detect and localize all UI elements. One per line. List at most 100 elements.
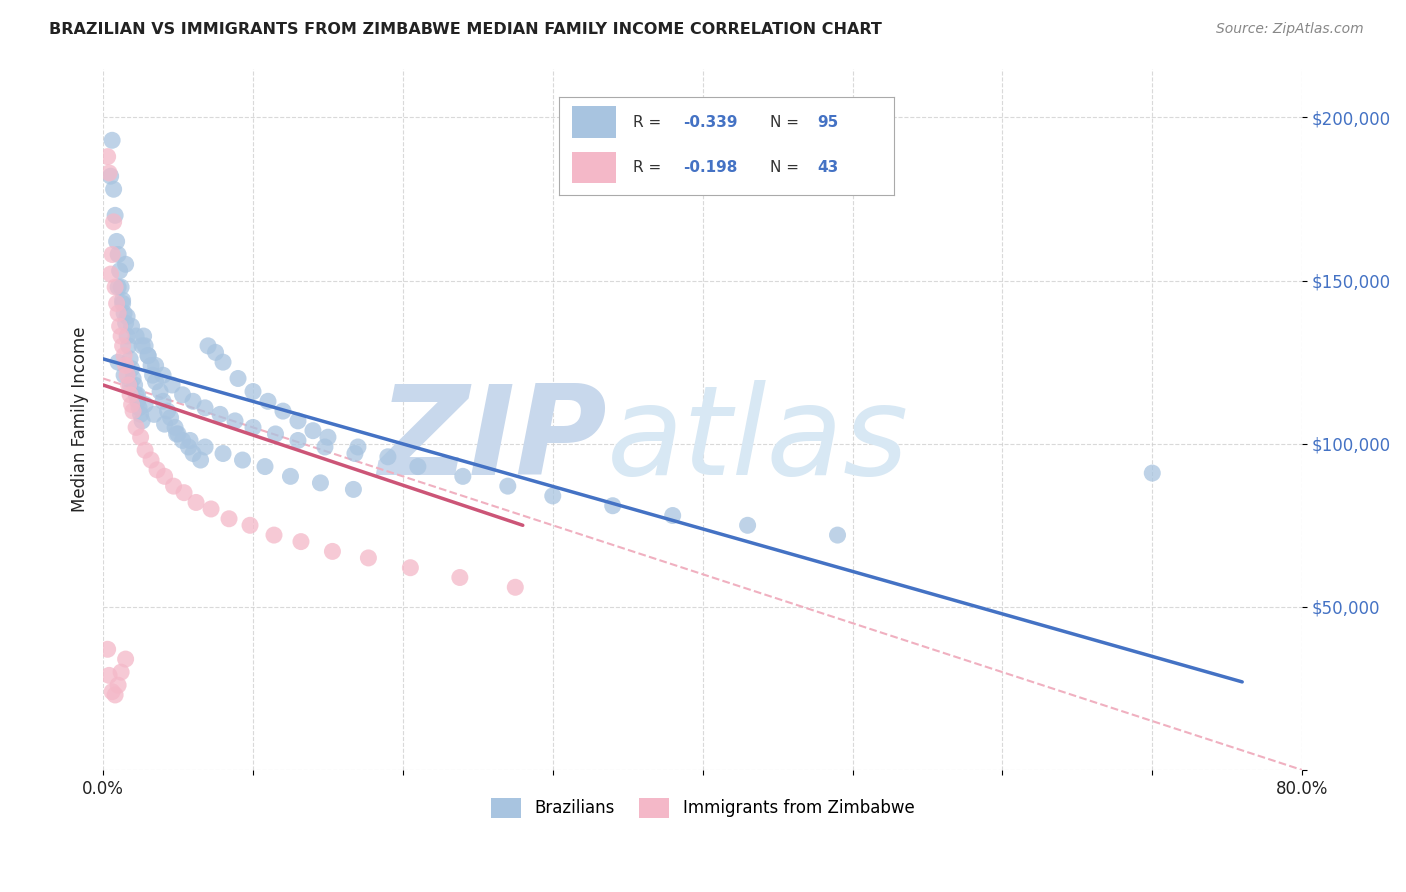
Point xyxy=(125,388,148,402)
Point xyxy=(115,310,138,324)
Point xyxy=(121,398,143,412)
Point xyxy=(107,306,129,320)
Point xyxy=(110,280,132,294)
Point xyxy=(131,414,153,428)
Point xyxy=(111,296,134,310)
Point xyxy=(309,475,332,490)
Point xyxy=(117,378,139,392)
Point xyxy=(314,440,336,454)
Point xyxy=(104,280,127,294)
Point xyxy=(177,440,200,454)
Point xyxy=(97,642,120,657)
Point xyxy=(101,684,124,698)
Point xyxy=(103,182,125,196)
Point xyxy=(231,453,253,467)
Point xyxy=(224,414,246,428)
Point xyxy=(661,508,683,523)
Point xyxy=(287,414,309,428)
Text: BRAZILIAN VS IMMIGRANTS FROM ZIMBABWE MEDIAN FAMILY INCOME CORRELATION CHART: BRAZILIAN VS IMMIGRANTS FROM ZIMBABWE ME… xyxy=(49,22,882,37)
Point xyxy=(737,518,759,533)
Point xyxy=(104,688,127,702)
Point xyxy=(101,133,124,147)
Point xyxy=(107,355,129,369)
Point xyxy=(112,306,135,320)
Point xyxy=(321,544,343,558)
Point xyxy=(827,528,849,542)
Point xyxy=(108,264,131,278)
Point xyxy=(357,550,380,565)
Point xyxy=(242,384,264,399)
Point xyxy=(280,469,302,483)
Point xyxy=(100,169,122,184)
Point xyxy=(114,652,136,666)
Point xyxy=(153,469,176,483)
Point xyxy=(152,394,174,409)
Point xyxy=(165,420,187,434)
Point xyxy=(105,296,128,310)
Point xyxy=(208,408,231,422)
Point xyxy=(111,293,134,308)
Point xyxy=(112,349,135,363)
Point xyxy=(194,401,217,415)
Point xyxy=(142,368,165,383)
Point xyxy=(108,319,131,334)
Point xyxy=(602,499,624,513)
Point xyxy=(212,355,235,369)
Point xyxy=(181,394,204,409)
Point xyxy=(541,489,564,503)
Point xyxy=(153,417,176,432)
Point xyxy=(173,485,195,500)
Point xyxy=(197,339,219,353)
Point xyxy=(172,388,194,402)
Point xyxy=(347,440,370,454)
Point xyxy=(121,361,143,376)
Point xyxy=(104,208,127,222)
Point xyxy=(496,479,519,493)
Point xyxy=(136,349,159,363)
Point xyxy=(152,368,174,383)
Point xyxy=(184,495,207,509)
Point xyxy=(218,512,240,526)
Point xyxy=(179,434,201,448)
Point xyxy=(212,446,235,460)
Point xyxy=(253,459,276,474)
Point xyxy=(111,339,134,353)
Point xyxy=(200,502,222,516)
Point xyxy=(124,378,146,392)
Point xyxy=(146,463,169,477)
Point xyxy=(190,453,212,467)
Point xyxy=(127,394,149,409)
Point xyxy=(121,319,143,334)
Point xyxy=(128,401,150,415)
Point xyxy=(114,359,136,373)
Point xyxy=(132,329,155,343)
Point xyxy=(287,434,309,448)
Point xyxy=(127,388,149,402)
Point xyxy=(449,570,471,584)
Point xyxy=(139,359,162,373)
Point xyxy=(139,453,162,467)
Point xyxy=(377,450,399,464)
Point xyxy=(181,446,204,460)
Point xyxy=(290,534,312,549)
Point xyxy=(406,459,429,474)
Point xyxy=(160,378,183,392)
Point xyxy=(117,339,139,353)
Y-axis label: Median Family Income: Median Family Income xyxy=(72,326,89,512)
Point xyxy=(136,349,159,363)
Point xyxy=(129,408,152,422)
Point xyxy=(134,443,156,458)
Point xyxy=(143,408,166,422)
Text: ZIP: ZIP xyxy=(378,380,607,500)
Point xyxy=(257,394,280,409)
Legend: Brazilians, Immigrants from Zimbabwe: Brazilians, Immigrants from Zimbabwe xyxy=(484,791,921,825)
Point xyxy=(242,420,264,434)
Text: Source: ZipAtlas.com: Source: ZipAtlas.com xyxy=(1216,22,1364,37)
Point xyxy=(503,580,526,594)
Point xyxy=(107,280,129,294)
Point xyxy=(125,420,148,434)
Point xyxy=(263,528,285,542)
Point xyxy=(239,518,262,533)
Point xyxy=(149,384,172,399)
Point xyxy=(145,375,167,389)
